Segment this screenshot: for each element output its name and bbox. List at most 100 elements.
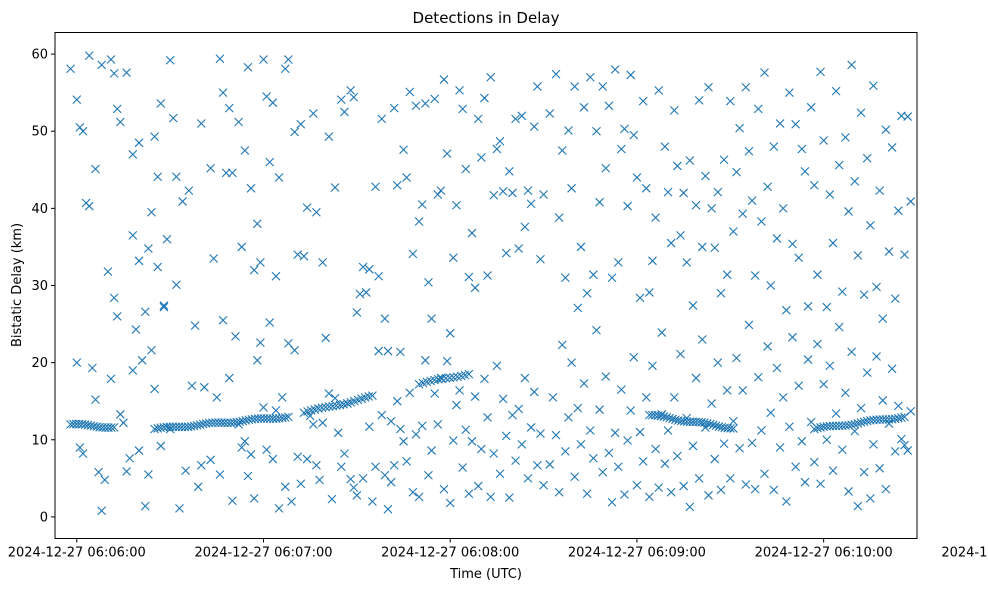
data-point <box>280 413 290 422</box>
data-point <box>903 112 913 121</box>
data-point <box>732 353 741 363</box>
data-point <box>592 126 601 136</box>
data-point <box>517 440 527 449</box>
data-point <box>402 173 412 182</box>
data-point <box>78 449 88 459</box>
data-point <box>772 234 782 243</box>
data-point <box>778 203 788 213</box>
data-point <box>834 322 844 332</box>
data-point <box>716 288 726 298</box>
data-point <box>467 228 477 238</box>
data-point <box>181 466 191 476</box>
data-point <box>72 95 82 104</box>
data-point <box>536 429 545 438</box>
data-point <box>747 196 757 206</box>
data-point <box>128 230 138 240</box>
data-point <box>430 94 440 104</box>
data-point <box>433 374 443 384</box>
data-point <box>368 391 377 401</box>
y-tick-label: 60 <box>31 48 48 63</box>
data-point <box>744 146 754 156</box>
data-point <box>903 446 913 455</box>
data-point <box>672 161 682 171</box>
data-point <box>246 183 256 193</box>
data-point <box>315 475 324 485</box>
data-point <box>84 201 94 211</box>
data-point <box>856 108 866 118</box>
data-point <box>501 431 511 441</box>
data-point <box>672 451 682 461</box>
data-point <box>331 401 341 411</box>
data-point <box>775 119 785 128</box>
data-point <box>196 460 206 470</box>
data-point <box>884 247 894 256</box>
data-point <box>296 479 306 489</box>
data-point <box>371 182 380 192</box>
data-point <box>576 242 586 252</box>
data-point <box>707 399 717 408</box>
data-point <box>122 68 131 77</box>
x-tick: 2024-12-27 06:08:00 <box>381 538 519 561</box>
y-tick-label: 10 <box>31 433 48 448</box>
data-point <box>601 372 611 381</box>
data-point <box>274 173 284 182</box>
data-point <box>389 460 399 470</box>
data-point <box>570 472 580 482</box>
data-point <box>349 483 359 492</box>
data-point <box>134 446 144 455</box>
data-point <box>445 373 455 383</box>
data-point <box>262 445 271 455</box>
data-point <box>218 88 228 98</box>
data-point <box>424 470 433 480</box>
data-point <box>346 474 356 484</box>
data-point <box>567 183 576 193</box>
data-point <box>427 314 436 324</box>
data-point <box>87 363 97 373</box>
data-point <box>800 477 810 487</box>
data-point <box>906 197 916 206</box>
data-point <box>809 180 819 190</box>
data-point <box>564 413 573 422</box>
data-point <box>828 421 838 431</box>
x-tick: 2024-12-27 06:06:00 <box>8 538 146 561</box>
data-point <box>641 183 651 193</box>
data-point <box>735 443 745 453</box>
data-point <box>461 425 471 435</box>
data-point <box>165 55 175 65</box>
data-point <box>822 302 832 312</box>
data-point <box>109 68 119 78</box>
data-point <box>819 379 829 389</box>
data-point <box>853 501 863 511</box>
data-point <box>140 501 150 511</box>
data-point <box>785 88 794 98</box>
data-point <box>616 385 626 395</box>
data-point <box>884 419 894 428</box>
data-point <box>719 155 729 165</box>
data-point <box>514 244 524 253</box>
data-point <box>240 436 250 446</box>
data-point <box>199 382 209 392</box>
y-tick-label: 50 <box>31 125 48 140</box>
data-point <box>588 270 598 280</box>
data-point <box>156 99 166 108</box>
data-point <box>358 262 368 272</box>
data-point <box>660 459 670 469</box>
data-point <box>287 497 296 506</box>
data-point <box>766 281 776 290</box>
data-point <box>697 335 707 344</box>
data-point <box>766 408 776 418</box>
data-point <box>439 75 449 84</box>
x-tick-label: 2024-12-27 06:09:00 <box>568 546 706 561</box>
data-point <box>106 374 116 384</box>
data-point <box>221 168 231 178</box>
data-point <box>328 401 338 411</box>
data-point <box>162 234 172 244</box>
data-point <box>844 487 853 496</box>
data-point <box>626 406 636 415</box>
data-point <box>464 489 474 499</box>
data-point <box>853 251 863 260</box>
data-point <box>869 440 878 449</box>
data-point <box>171 280 181 290</box>
data-point <box>816 479 825 489</box>
data-point <box>461 164 471 174</box>
